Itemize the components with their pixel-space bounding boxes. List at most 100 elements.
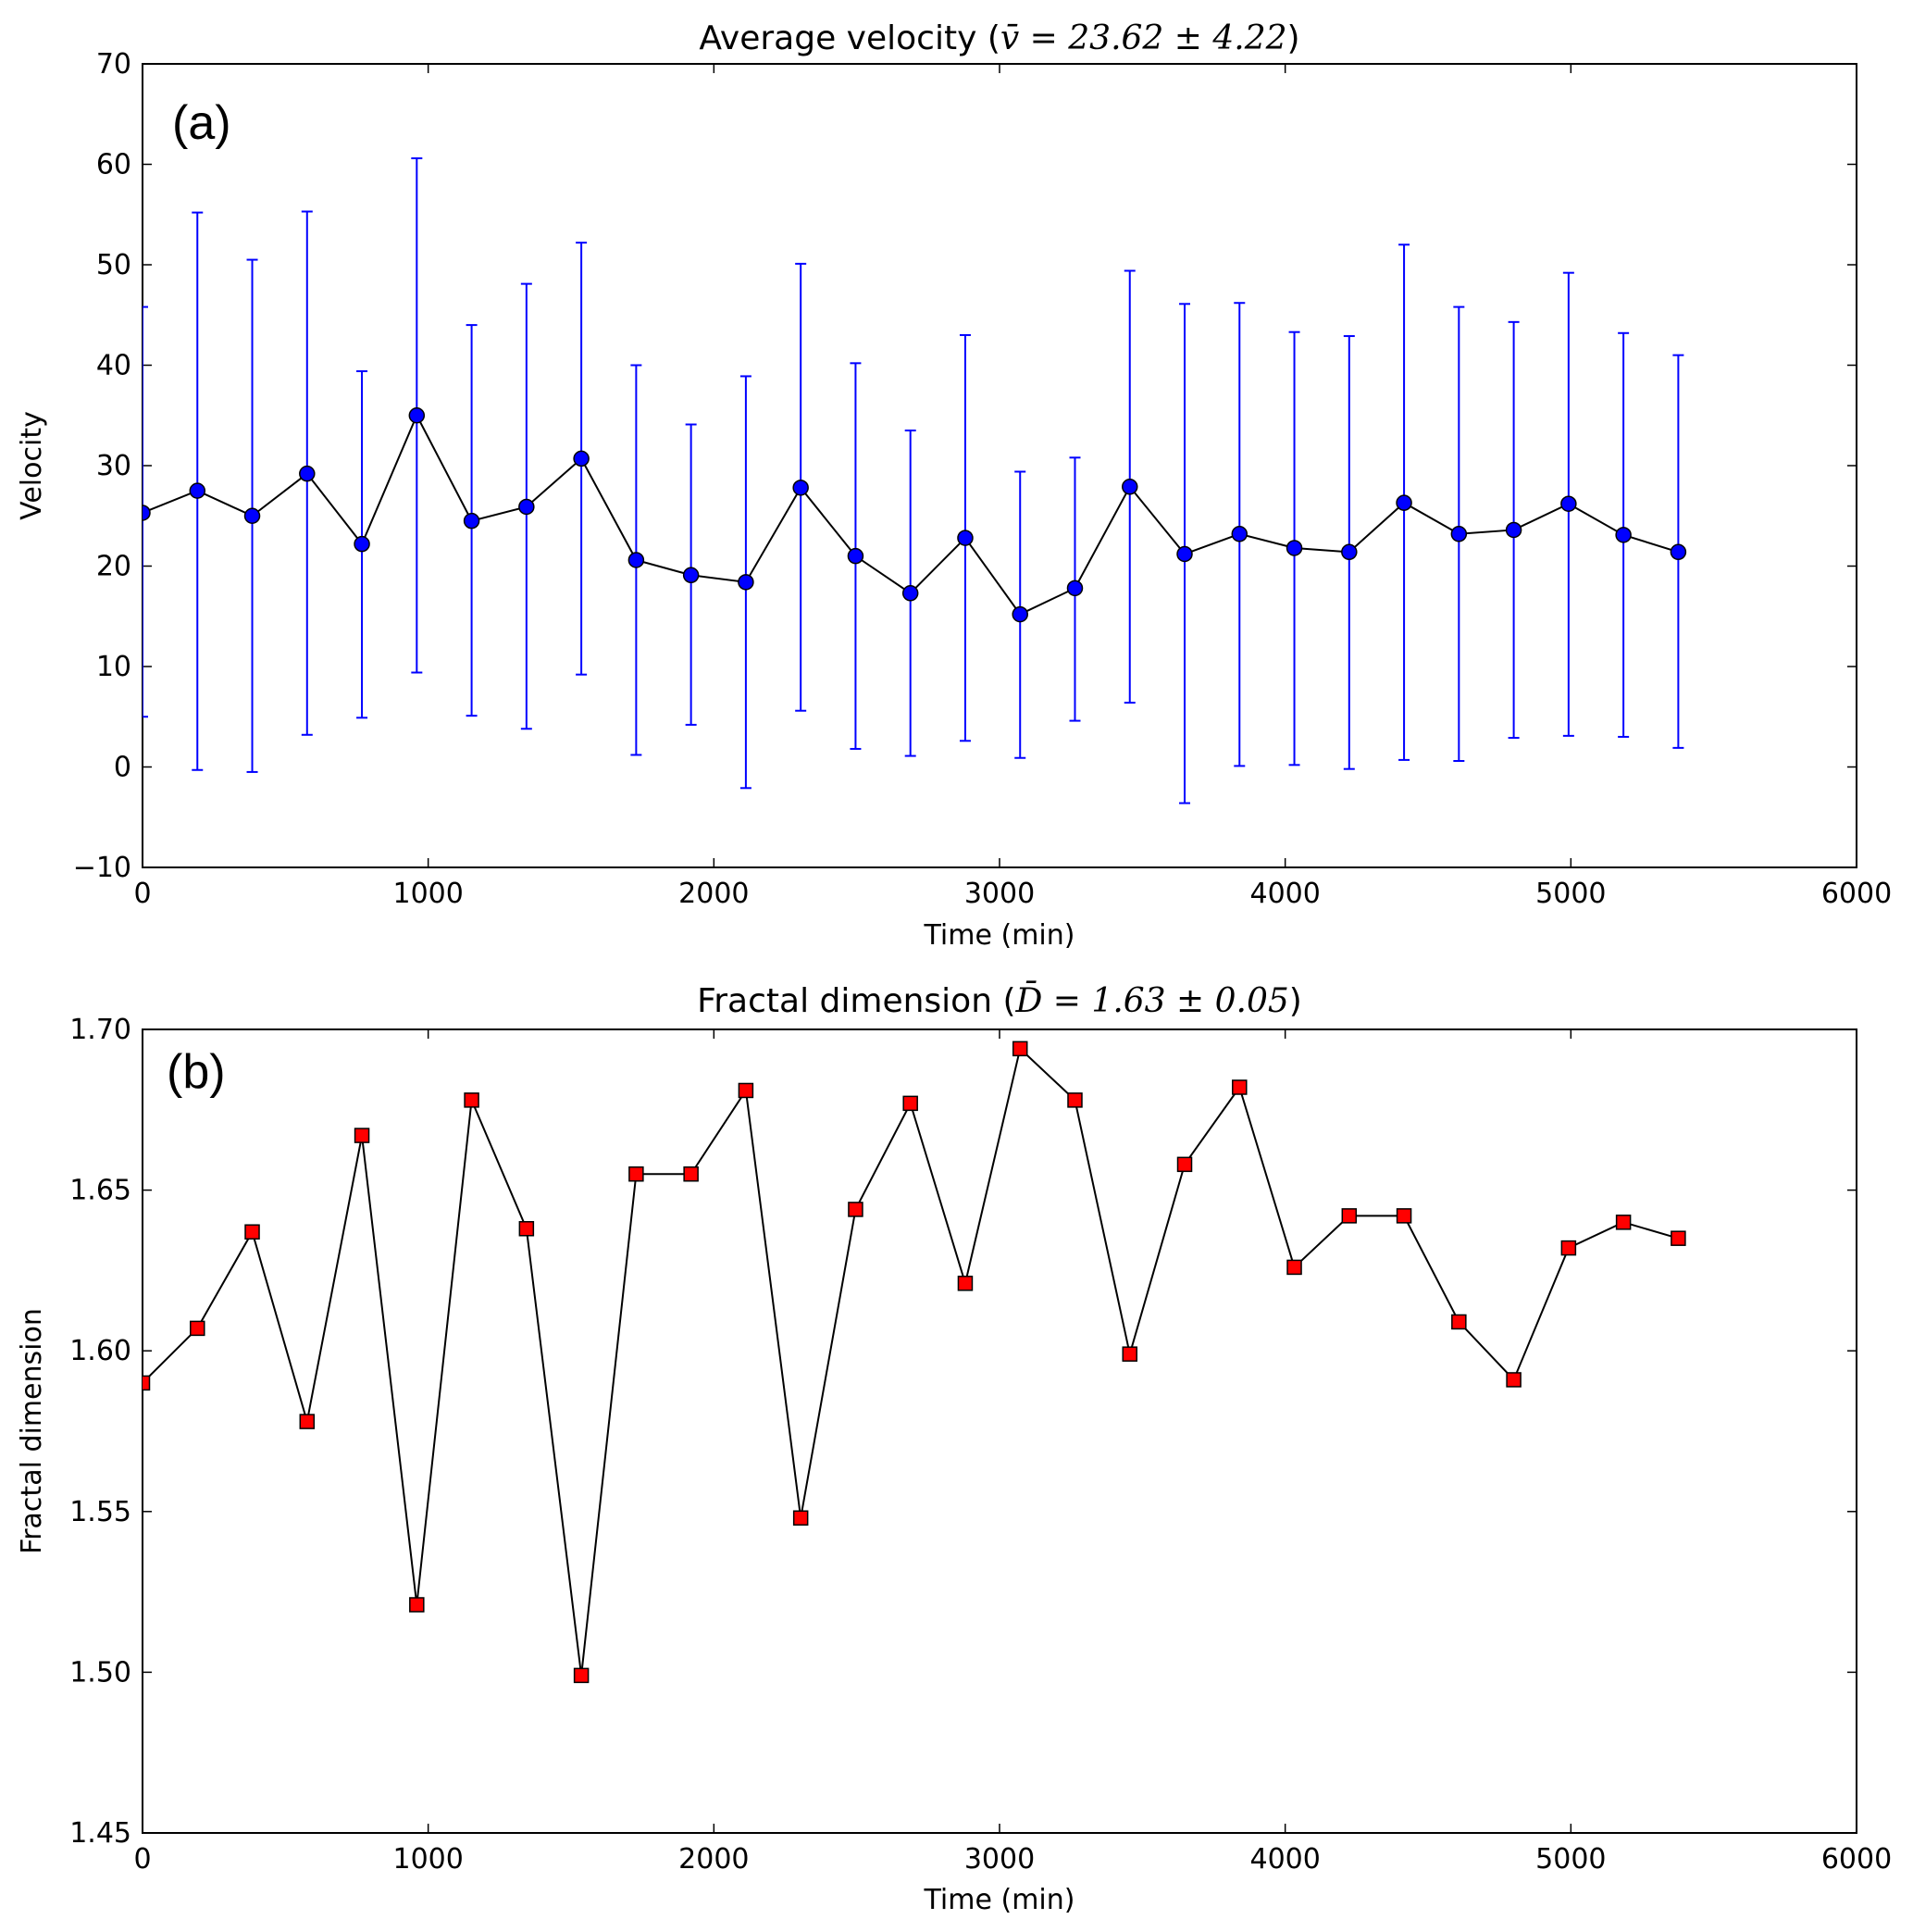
chart1-ytick-label: 1.70 xyxy=(69,1014,131,1046)
chart1-data-point xyxy=(902,1095,918,1112)
chart0-ytick-label: 0 xyxy=(114,752,131,784)
chart0-axes-frame xyxy=(142,63,1857,868)
chart1-ytick-label: 1.55 xyxy=(69,1496,131,1528)
chart0-data-point xyxy=(143,505,151,521)
chart0-ytick-label: −10 xyxy=(73,852,131,884)
chart1-ytick-label: 1.60 xyxy=(69,1335,131,1367)
chart1-data-point xyxy=(190,1320,205,1337)
chart0-data-point xyxy=(1341,543,1358,561)
chart1-xtick-label: 4000 xyxy=(1249,1843,1320,1876)
chart1-series-line xyxy=(143,1046,1679,1676)
chart1-data-point xyxy=(1506,1372,1522,1388)
chart1-data-point xyxy=(957,1276,974,1291)
chart0-data-point xyxy=(901,585,919,602)
chart1-xtick-label: 2000 xyxy=(678,1843,749,1876)
chart0-ytick-label: 50 xyxy=(96,249,131,281)
chart0-data-point xyxy=(1396,494,1412,511)
chart0-ytick-label: 40 xyxy=(96,350,131,382)
chart0-xtick-label: 6000 xyxy=(1821,878,1892,910)
chart0-data-point xyxy=(243,507,261,524)
chart1-data-point xyxy=(1232,1079,1248,1095)
chart0-panel: 0 1000 2000 3000 4000 5000 6000−10010203040506… xyxy=(16,19,1892,952)
chart1-ytick-label: 1.65 xyxy=(69,1175,131,1207)
chart1-data-point xyxy=(1615,1215,1632,1230)
chart0-xlabel: Time (min) xyxy=(924,919,1075,952)
chart0-data-point xyxy=(1615,527,1632,543)
chart1-ylabel: Fractal dimension xyxy=(16,1308,48,1554)
chart1-data-point xyxy=(683,1165,699,1182)
chart1-xtick-label: 1000 xyxy=(392,1843,463,1876)
chart0-data-point xyxy=(408,407,426,424)
chart0-xtick-label: 0 xyxy=(133,878,151,910)
chart1-panel-label: (b) xyxy=(167,1045,226,1099)
chart0-data-point xyxy=(1012,605,1028,623)
chart1-data-point xyxy=(1341,1208,1358,1224)
chart1-data-point xyxy=(848,1202,863,1217)
chart1-data-point xyxy=(1560,1240,1577,1256)
chart1-data-point xyxy=(1286,1259,1302,1276)
chart1-title: Fractal dimension (D̄ = 1.63 ± 0.05) xyxy=(697,980,1302,1020)
chart1-xlabel: Time (min) xyxy=(924,1884,1075,1916)
chart1-ytick-label: 1.50 xyxy=(69,1656,131,1689)
chart0-data-point xyxy=(1505,521,1522,539)
chart0-data-area xyxy=(143,156,1687,804)
chart1-data-point xyxy=(354,1128,370,1143)
chart1-data-point xyxy=(1012,1041,1028,1057)
chart1-panel: 0 1000 2000 3000 4000 5000 6000 1.45 1.50 1.55 1.6… xyxy=(16,980,1892,1916)
chart1-data-point xyxy=(738,1082,754,1099)
chart0-panel-label: (a) xyxy=(172,96,231,150)
chart0-xtick-label: 5000 xyxy=(1535,878,1606,910)
chart0-data-point xyxy=(1450,526,1468,542)
chart0-ytick-label: 30 xyxy=(96,450,131,482)
chart1-ytick-label: 1.45 xyxy=(69,1817,131,1850)
chart1-data-point xyxy=(244,1224,260,1240)
chart0-data-point xyxy=(1066,580,1084,597)
chart0-data-point xyxy=(792,480,809,496)
chart0-ytick-label: 10 xyxy=(96,651,131,683)
chart0-ylabel: Velocity xyxy=(16,411,48,520)
chart1-data-point xyxy=(1671,1230,1686,1246)
chart1-data-point xyxy=(1451,1314,1467,1330)
chart1-data-point xyxy=(1396,1208,1412,1224)
chart0-data-point xyxy=(1286,540,1303,556)
chart0-ytick-label: 60 xyxy=(96,149,131,181)
chart0-xtick-label: 3000 xyxy=(964,878,1035,910)
chart0-data-point xyxy=(738,574,754,591)
chart1-data-point xyxy=(792,1510,809,1526)
chart0-data-point xyxy=(299,465,316,482)
chart0-ytick-label: 20 xyxy=(96,551,131,583)
chart0-xtick-label: 2000 xyxy=(678,878,749,910)
chart0-data-point xyxy=(463,512,480,530)
chart1-axes-frame xyxy=(142,1028,1857,1834)
chart0-data-point xyxy=(1231,526,1248,542)
chart1-data-area xyxy=(143,1041,1686,1684)
chart0-data-point xyxy=(1560,495,1577,512)
chart1-data-point xyxy=(409,1597,425,1613)
chart0-title: Average velocity (v̄ = 23.62 ± 4.22) xyxy=(699,19,1299,57)
chart1-data-point xyxy=(573,1667,590,1684)
chart0-ytick-label: 70 xyxy=(96,48,131,81)
chart1-xtick-label: 6000 xyxy=(1821,1843,1892,1876)
chart0-data-point xyxy=(573,450,590,467)
chart0-data-point xyxy=(189,482,206,499)
chart0-data-point xyxy=(518,498,535,516)
chart0-data-point xyxy=(627,552,645,568)
chart0-data-point xyxy=(1122,479,1138,495)
chart1-data-point xyxy=(518,1221,535,1237)
chart0-data-point xyxy=(1176,545,1193,563)
chart0-xtick-label: 4000 xyxy=(1249,878,1320,910)
chart1-xtick-label: 0 xyxy=(133,1843,151,1876)
chart1-data-point xyxy=(1122,1346,1138,1362)
chart0-data-point xyxy=(1670,543,1687,561)
chart1-data-point xyxy=(628,1165,644,1182)
chart0-data-point xyxy=(354,535,370,553)
chart1-data-point xyxy=(143,1375,151,1391)
chart1-xtick-label: 3000 xyxy=(964,1843,1035,1876)
chart0-data-point xyxy=(682,567,700,584)
chart1-xtick-label: 5000 xyxy=(1535,1843,1606,1876)
chart1-data-point xyxy=(1067,1092,1083,1108)
chart1-data-point xyxy=(464,1092,479,1108)
chart0-data-point xyxy=(847,547,864,565)
chart1-data-point xyxy=(299,1414,316,1429)
